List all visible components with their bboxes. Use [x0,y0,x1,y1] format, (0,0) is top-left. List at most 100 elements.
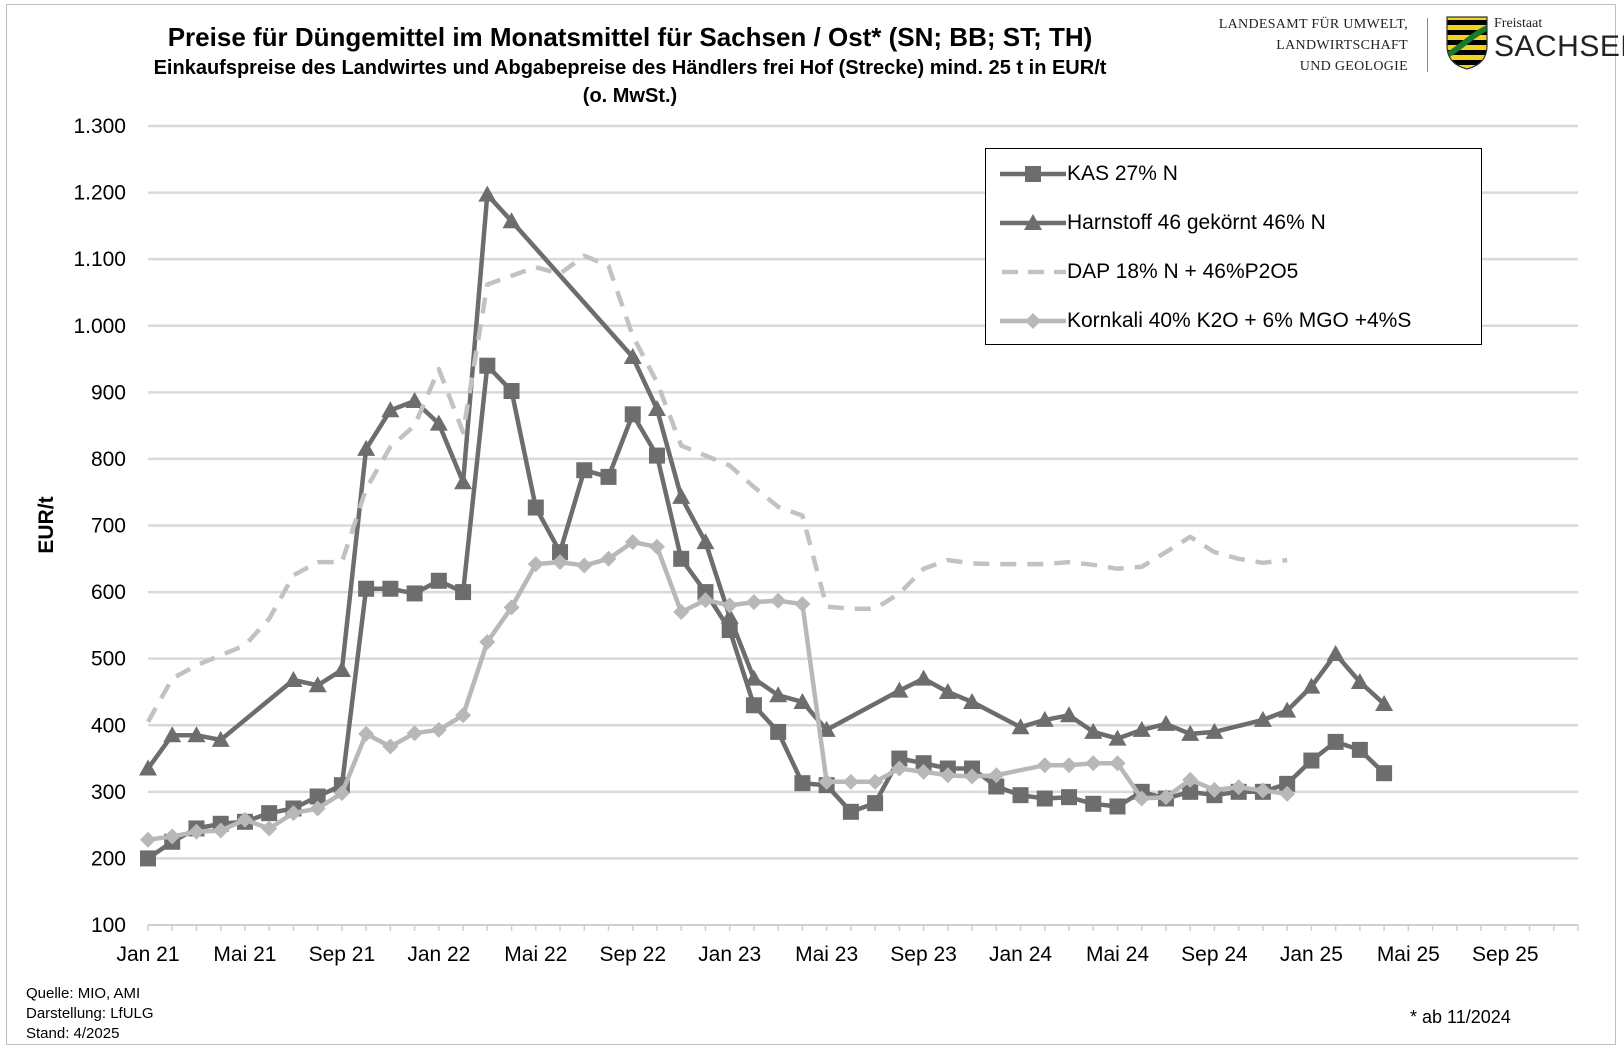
data-point-kornkali [1157,789,1174,806]
legend-symbol-dap [1002,269,1066,275]
data-point-kas [552,544,569,561]
y-axis-label: EUR/t [35,496,58,553]
data-point-kornkali [964,768,981,785]
agency-line-3: UND GEOLOGIE [1299,59,1408,74]
data-point-harnstoff [1035,710,1054,727]
data-point-harnstoff [1181,724,1200,741]
data-point-kornkali [673,604,690,621]
data-point-harnstoff [1156,714,1175,731]
data-point-harnstoff [696,533,715,550]
data-point-kornkali [1206,781,1223,798]
data-point-harnstoff [938,682,957,699]
data-point-kornkali [939,767,956,784]
data-point-kornkali [333,785,350,802]
data-point-kornkali [842,773,859,790]
y-tick-label: 500 [91,648,126,671]
data-point-kas [430,572,447,589]
data-point-harnstoff [890,681,909,698]
data-point-kornkali [188,823,205,840]
legend-item-kornkali: Kornkali 40% K2O + 6% MGO +4%S [986,306,1481,336]
data-point-harnstoff [1253,710,1272,727]
data-point-kas [1085,795,1102,812]
x-tick-label: Mai 24 [1086,943,1149,966]
data-point-kas [358,580,375,597]
data-point-kornkali [261,820,278,837]
data-point-kas [1303,752,1320,769]
x-tick-label: Sep 21 [309,943,376,966]
data-point-kas [455,584,472,601]
data-point-kas [479,357,496,374]
data-point-harnstoff [187,726,206,743]
data-point-kornkali [1254,782,1271,799]
presentation-text: Darstellung: LfULG [26,1005,154,1022]
y-tick-label: 1.200 [73,182,126,205]
footnote: * ab 11/2024 [1410,1007,1511,1027]
data-point-kornkali [867,773,884,790]
data-point-kas [794,775,811,792]
subtitle-line-1: Einkaufspreise des Landwirtes und Abgabe… [153,57,1107,79]
data-point-kornkali [1182,771,1199,788]
data-point-kornkali [1279,785,1296,802]
x-tick-label: Mai 22 [504,943,567,966]
x-tick-label: Jan 23 [698,943,761,966]
data-point-kas [1376,765,1393,782]
data-point-kas [770,723,787,740]
y-tick-label: 100 [91,914,126,937]
y-tick-label: 200 [91,847,126,870]
x-tick-label: Sep 23 [890,943,957,966]
data-point-harnstoff [963,692,982,709]
data-point-harnstoff [1278,701,1297,718]
data-point-kornkali [600,550,617,567]
data-point-kas [842,803,859,820]
data-point-kornkali [891,760,908,777]
data-point-harnstoff [720,607,739,624]
data-point-kornkali [309,800,326,817]
saxony-crest-icon [1446,16,1488,70]
data-point-harnstoff [1011,718,1030,735]
data-point-harnstoff [1060,706,1079,723]
data-point-kornkali [770,592,787,609]
x-tick-label: Sep 25 [1472,943,1539,966]
agency-line-1: LANDESAMT FÜR UMWELT, [1218,17,1408,32]
legend-item-kas: KAS 27% N [986,159,1481,189]
y-tick-label: 300 [91,781,126,804]
legend-symbol-kornkali [1000,313,1066,329]
data-point-kornkali [1061,757,1078,774]
y-tick-label: 1.000 [73,315,126,338]
data-point-harnstoff [332,660,351,677]
y-tick-label: 400 [91,714,126,737]
data-point-kas [1109,798,1126,815]
data-point-kas [891,750,908,767]
data-point-kornkali [1230,779,1247,796]
data-point-kas [600,468,617,485]
subtitle-line-2: (o. MwSt.) [582,85,678,107]
data-point-kas [1182,783,1199,800]
data-point-kornkali [358,725,375,742]
data-point-kas [140,850,156,867]
data-point-kornkali [236,811,253,828]
data-point-kas [1351,741,1368,758]
data-point-harnstoff [672,487,691,504]
y-tick-label: 1.100 [73,248,126,271]
data-point-harnstoff [1084,722,1103,739]
data-point-kas [624,406,641,423]
data-point-kas [1036,790,1053,807]
data-point-harnstoff [381,401,400,418]
agency-name: LANDESAMT FÜR UMWELT, LANDWIRTSCHAFT UND… [1219,14,1408,77]
data-point-kas [309,788,326,805]
status-text: Stand: 4/2025 [26,1025,120,1042]
data-point-kas [915,755,932,772]
logo-divider [1427,18,1428,72]
data-point-kas [1012,787,1029,804]
data-point-harnstoff [1350,672,1369,689]
data-point-harnstoff [914,669,933,686]
y-tick-label: 800 [91,448,126,471]
data-point-kornkali [503,599,520,616]
chart-frame [6,4,1616,1045]
data-point-kornkali [140,831,156,848]
data-point-harnstoff [284,670,303,687]
data-point-kas [988,778,1005,795]
data-point-kornkali [479,634,496,651]
x-tick-label: Jan 24 [989,943,1052,966]
state-label-small: Freistaat [1494,16,1543,31]
